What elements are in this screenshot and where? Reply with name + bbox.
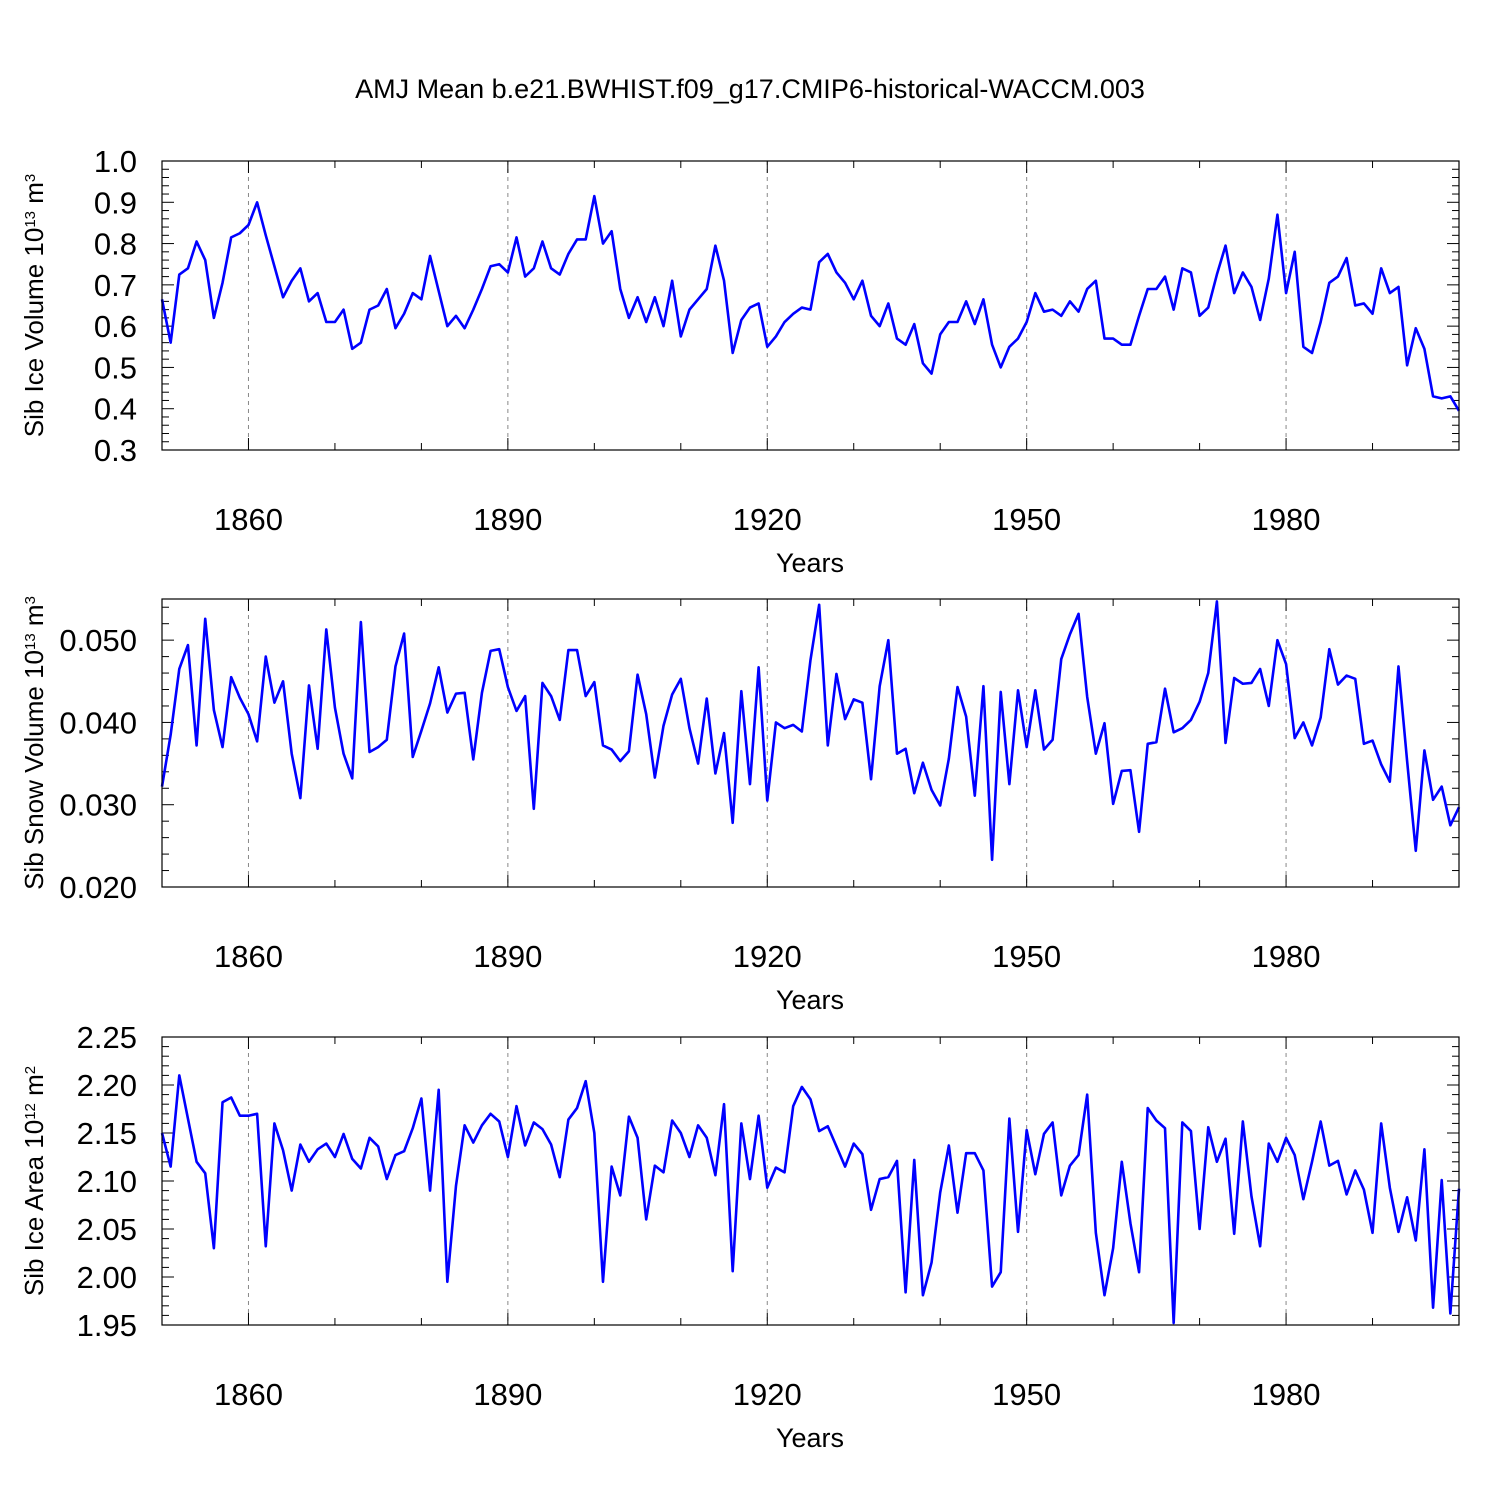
panel-1-ylabel: Sib Ice Volume 1013 m3: [19, 174, 49, 438]
panel-3-xtick-label: 1920: [733, 1377, 802, 1412]
panel-2: 0.020 0.030 0.040 0.050 1860 1890 1920 1950 1980…: [19, 596, 1461, 1015]
panel-3-ylabel-sup: 2: [22, 1066, 39, 1074]
panel-3-series-line: [160, 1074, 1461, 1325]
panel-3-ylabel-part: Sib Ice Area 10: [19, 1120, 49, 1296]
panel-1-ytick-label: 0.7: [94, 268, 137, 303]
panel-3-ytick-label: 2.00: [77, 1260, 137, 1295]
panel-1: 0.3 0.4 0.5 0.6 0.7 0.8 0.9 1.0 1860 1890 1920 1950…: [19, 144, 1461, 578]
panel-3-ytick-label: 2.05: [77, 1212, 137, 1247]
panel-3: 1.95 2.00 2.05 2.10 2.15 2.20 2.25 1860 1890 1920…: [19, 1020, 1461, 1453]
panel-2-xtick-label: 1980: [1252, 939, 1321, 974]
chart-title: AMJ Mean b.e21.BWHIST.f09_g17.CMIP6-hist…: [355, 74, 1145, 104]
panel-1-xtick-label: 1980: [1252, 502, 1321, 537]
panel-3-ytick-label: 1.95: [77, 1308, 137, 1343]
panel-3-xtick-label: 1950: [992, 1377, 1061, 1412]
panel-1-ylabel-part: m: [19, 182, 49, 211]
panel-2-ylabel-part: m: [19, 604, 49, 633]
panel-3-ylabel-sup: 12: [22, 1103, 39, 1120]
panel-2-ylabel-part: Sib Snow Volume 10: [19, 650, 49, 890]
panel-2-xtick-label: 1950: [992, 939, 1061, 974]
panel-2-frame: [161, 598, 1460, 888]
panel-1-ylabel-part: Sib Ice Volume 10: [19, 228, 49, 438]
panel-3-xtick-label: 1890: [473, 1377, 542, 1412]
panel-2-ytick-label: 0.040: [59, 705, 137, 740]
panel-3-ytick-label: 2.25: [77, 1020, 137, 1055]
panel-2-ytick-label: 0.020: [59, 870, 137, 905]
panel-1-xtick-label: 1860: [214, 502, 283, 537]
panel-1-ytick-label: 0.9: [94, 185, 137, 220]
panel-1-ylabel-sup: 13: [22, 211, 39, 228]
panel-1-ytick-label: 0.6: [94, 309, 137, 344]
panel-3-ytick-label: 2.20: [77, 1068, 137, 1103]
panel-1-xtick-label: 1890: [473, 502, 542, 537]
panel-1-ytick-label: 0.5: [94, 350, 137, 385]
panel-3-xlabel: Years: [776, 1423, 844, 1453]
panel-3-ytick-label: 2.15: [77, 1116, 137, 1151]
panel-3-ylabel-part: m: [19, 1074, 49, 1103]
panel-1-series-line: [160, 194, 1461, 412]
panel-3-ylabel: Sib Ice Area 1012 m2: [19, 1066, 49, 1296]
panel-1-frame: [161, 160, 1460, 451]
panel-1-ytick-label: 1.0: [94, 144, 137, 179]
panel-1-xtick-label: 1950: [992, 502, 1061, 537]
panel-2-ylabel-sup: 3: [22, 596, 39, 604]
panel-1-ytick-label: 0.3: [94, 433, 137, 468]
panel-2-ytick-label: 0.030: [59, 788, 137, 823]
panel-3-frame: [161, 1036, 1460, 1326]
panel-1-ylabel-sup: 3: [22, 174, 39, 182]
panel-3-ytick-label: 2.10: [77, 1164, 137, 1199]
panel-2-ytick-label: 0.050: [59, 623, 137, 658]
panel-1-xlabel: Years: [776, 548, 844, 578]
panel-1-xtick-label: 1920: [733, 502, 802, 537]
panel-2-xtick-label: 1890: [473, 939, 542, 974]
panel-2-series-line: [160, 600, 1461, 862]
panel-2-xtick-label: 1920: [733, 939, 802, 974]
panel-1-ytick-label: 0.8: [94, 227, 137, 262]
panel-2-ylabel-sup: 13: [22, 633, 39, 650]
panel-2-ylabel: Sib Snow Volume 1013 m3: [19, 596, 49, 890]
panel-2-xlabel: Years: [776, 985, 844, 1015]
panel-2-xtick-label: 1860: [214, 939, 283, 974]
panel-3-xtick-label: 1860: [214, 1377, 283, 1412]
panel-3-xtick-label: 1980: [1252, 1377, 1321, 1412]
panel-1-ytick-label: 0.4: [94, 392, 137, 427]
